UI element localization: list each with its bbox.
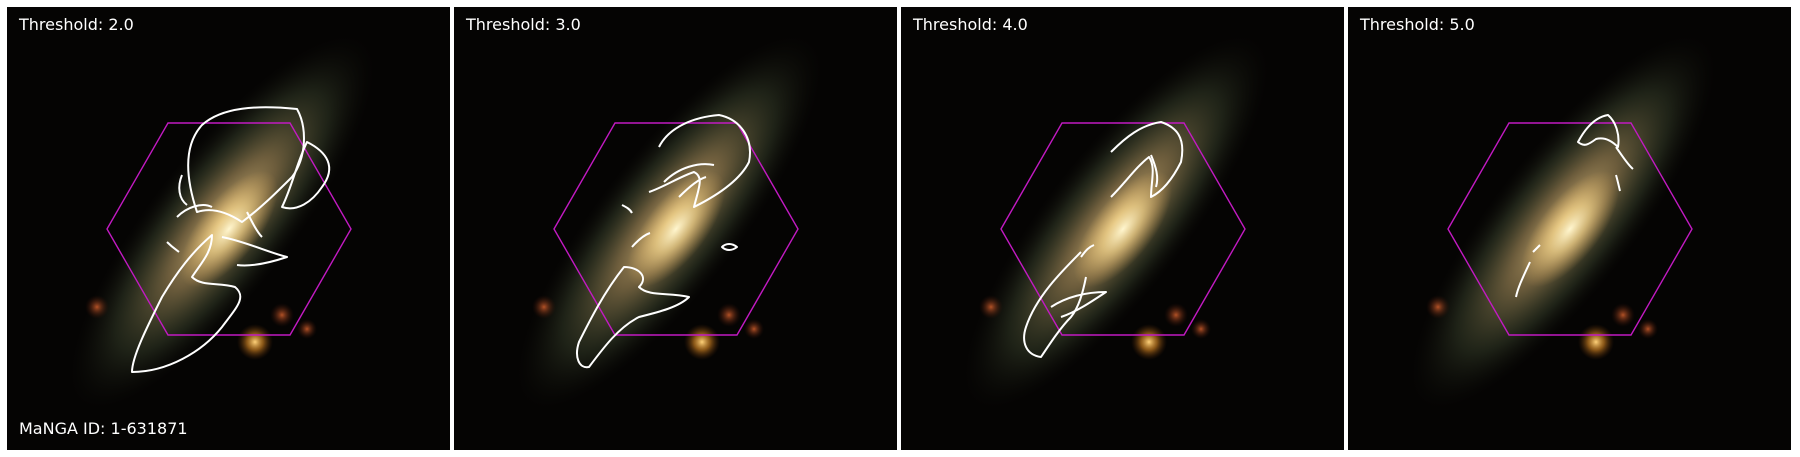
threshold-label: Threshold: 4.0: [913, 15, 1028, 34]
galaxy-image: [517, 35, 821, 409]
foreground-star: [1191, 319, 1211, 339]
foreground-star: [717, 303, 741, 327]
manga-id-label: MaNGA ID: 1-631871: [19, 419, 188, 438]
foreground-star: [532, 295, 556, 319]
contour-lines: [1023, 121, 1184, 358]
foreground-star: [237, 324, 273, 360]
foreground-star: [1638, 319, 1658, 339]
foreground-star: [1131, 324, 1167, 360]
foreground-star: [1578, 324, 1614, 360]
foreground-star: [297, 319, 317, 339]
contour-lines: [131, 106, 331, 373]
foreground-star: [979, 295, 1003, 319]
foreground-star: [1611, 303, 1635, 327]
galaxy-panel-threshold-4: Threshold: 4.0: [901, 7, 1344, 450]
ifu-hexagon: [1447, 122, 1693, 336]
galaxy-core: [1520, 170, 1620, 288]
foreground-star: [1426, 295, 1450, 319]
contour-lines: [1515, 114, 1634, 298]
threshold-label: Threshold: 5.0: [1360, 15, 1475, 34]
galaxy-image: [70, 35, 374, 409]
galaxy-image: [964, 35, 1268, 409]
threshold-label: Threshold: 2.0: [19, 15, 134, 34]
galaxy-image: [1411, 35, 1715, 409]
ifu-hexagon: [106, 122, 352, 336]
foreground-star: [684, 324, 720, 360]
galaxy-panel-threshold-3: Threshold: 3.0: [454, 7, 897, 450]
foreground-star: [85, 295, 109, 319]
galaxy-panel-threshold-2: Threshold: 2.0 MaNGA ID: 1-631871: [7, 7, 450, 450]
galaxy-core: [626, 170, 726, 288]
foreground-star: [270, 303, 294, 327]
foreground-star: [1164, 303, 1188, 327]
contour-lines: [576, 114, 751, 369]
threshold-label: Threshold: 3.0: [466, 15, 581, 34]
ifu-hexagon: [1000, 122, 1246, 336]
galaxy-core: [1073, 170, 1173, 288]
foreground-star: [744, 319, 764, 339]
galaxy-panel-threshold-5: Threshold: 5.0: [1348, 7, 1791, 450]
